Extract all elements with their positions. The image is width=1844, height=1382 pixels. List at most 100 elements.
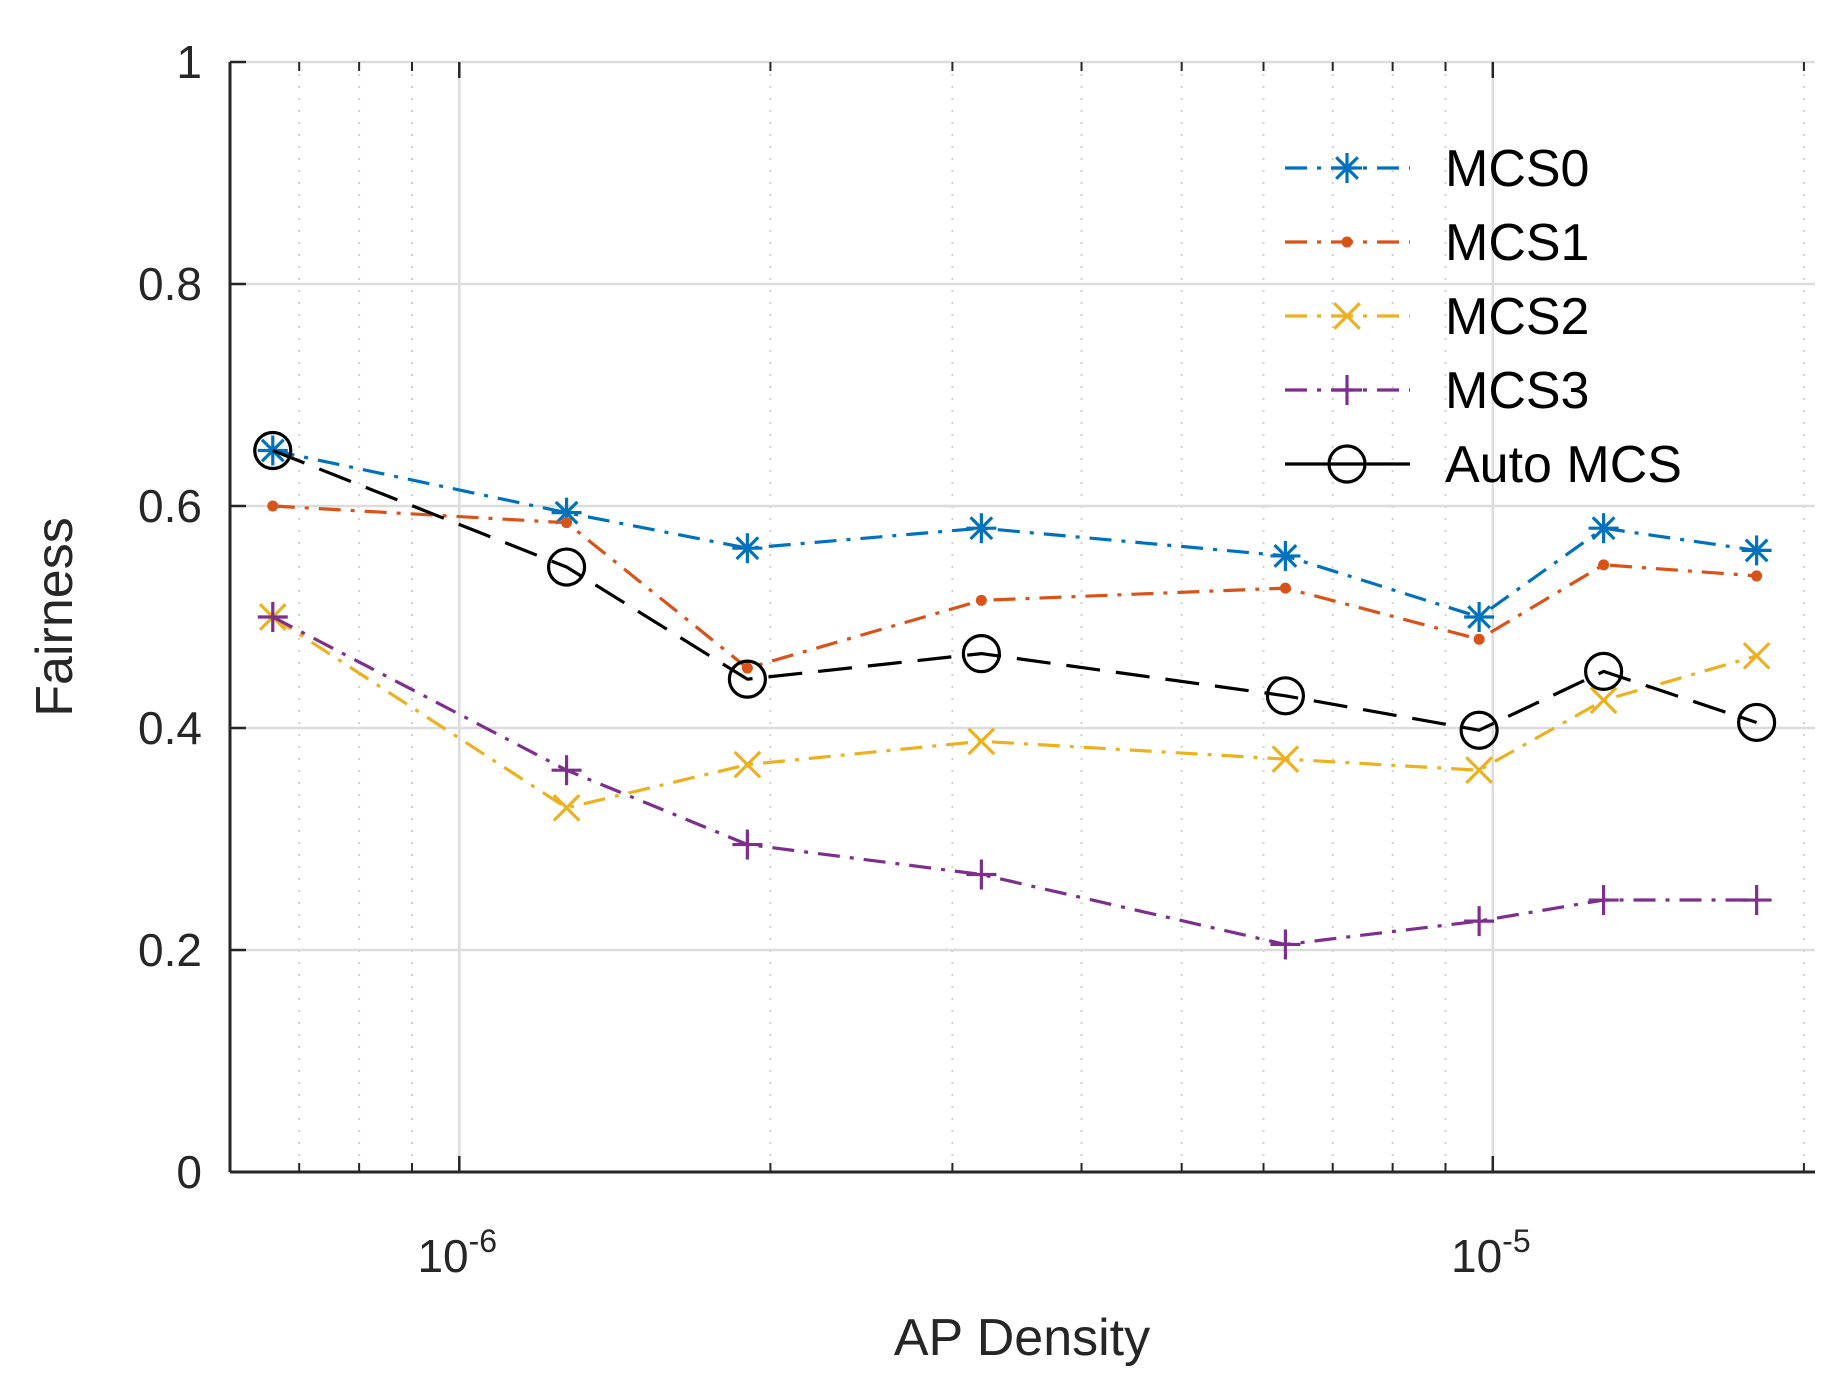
point-mcs1 xyxy=(1279,582,1291,594)
point-mcs0 xyxy=(966,513,997,544)
marker-dot xyxy=(1598,559,1610,571)
series-mcs3 xyxy=(257,602,1772,960)
marker-stroke xyxy=(733,750,762,779)
marker-stroke xyxy=(552,794,581,822)
point-auto-mcs xyxy=(1737,702,1777,743)
legend-label-auto-mcs: Auto MCS xyxy=(1445,436,1682,494)
point-mcs3 xyxy=(1464,906,1495,937)
legend-item-mcs2: MCS2 xyxy=(1285,288,1589,346)
legend-item-mcs1: MCS1 xyxy=(1285,214,1589,272)
legend-marker-mcs1 xyxy=(1341,236,1353,248)
y-axis-title: Fairness xyxy=(26,517,84,716)
marker-stroke xyxy=(1335,156,1359,180)
x-tick-label: 10-6 xyxy=(417,1223,497,1282)
marker-circle xyxy=(546,547,587,587)
y-tick-label: 1 xyxy=(176,36,202,88)
point-mcs2 xyxy=(1271,745,1300,773)
point-mcs2 xyxy=(1742,641,1771,670)
point-mcs3 xyxy=(732,829,763,860)
marker-stroke xyxy=(1744,538,1769,563)
point-mcs1 xyxy=(975,594,987,606)
point-mcs2 xyxy=(967,727,996,756)
marker-stroke xyxy=(967,727,996,756)
marker-stroke xyxy=(1465,756,1494,785)
x-axis-title: AP Density xyxy=(894,1309,1150,1367)
point-mcs1 xyxy=(561,517,573,529)
marker-circle xyxy=(253,430,293,471)
point-auto-mcs xyxy=(727,659,767,699)
point-mcs2 xyxy=(1589,686,1618,715)
legend-label-mcs3: MCS3 xyxy=(1445,362,1589,420)
marker-stroke xyxy=(735,536,760,561)
series-mcs1 xyxy=(267,500,1763,674)
legend: MCS0 MCS1 MCS2 MCS3 Auto MCS xyxy=(1285,140,1682,494)
marker-stroke xyxy=(1589,686,1618,715)
axes: 10-6 10-5 0 0.2 0.4 0.6 0.8 1 xyxy=(138,36,1815,1282)
marker-stroke xyxy=(1467,605,1492,629)
marker-dot xyxy=(741,662,753,674)
legend-item-mcs3: MCS3 xyxy=(1285,362,1589,420)
legend-marker-mcs3 xyxy=(1332,375,1362,405)
point-auto-mcs xyxy=(546,547,587,587)
marker-circle xyxy=(1327,444,1367,484)
marker-circle xyxy=(1459,710,1499,750)
y-tick-label: 0.2 xyxy=(138,924,202,976)
point-mcs3 xyxy=(1588,885,1619,916)
marker-stroke xyxy=(554,500,579,525)
point-mcs2 xyxy=(733,750,762,779)
minor-grid xyxy=(298,62,1805,1172)
point-mcs3 xyxy=(1741,885,1772,916)
series-line-mcs1 xyxy=(272,504,1757,670)
marker-stroke xyxy=(1273,544,1298,568)
point-mcs1 xyxy=(741,662,753,674)
y-tick-label: 0.8 xyxy=(138,258,202,310)
marker-circle xyxy=(1737,702,1777,743)
point-mcs1 xyxy=(1598,559,1610,571)
marker-dot xyxy=(975,594,987,606)
marker-dot xyxy=(1279,582,1291,594)
point-mcs0 xyxy=(1588,513,1619,544)
series-mcs2 xyxy=(258,603,1771,822)
legend-item-auto-mcs: Auto MCS xyxy=(1285,436,1682,494)
point-mcs3 xyxy=(966,859,997,890)
marker-dot xyxy=(267,500,279,512)
series-line-auto-mcs xyxy=(272,449,1758,732)
marker-dot xyxy=(1341,236,1353,248)
point-auto-mcs xyxy=(1459,710,1499,750)
marker-stroke xyxy=(1591,516,1616,541)
marker-circle xyxy=(961,634,1001,674)
point-mcs1 xyxy=(1473,633,1485,645)
point-mcs0 xyxy=(257,435,288,466)
point-auto-mcs xyxy=(1584,651,1624,691)
point-mcs3 xyxy=(1270,929,1301,960)
marker-stroke xyxy=(969,516,994,541)
marker-circle xyxy=(1584,651,1624,691)
series-auto-mcs xyxy=(253,430,1777,750)
point-mcs0 xyxy=(732,533,763,564)
marker-stroke xyxy=(1271,745,1300,773)
legend-marker-mcs2 xyxy=(1333,302,1361,330)
legend-label-mcs0: MCS0 xyxy=(1445,140,1589,198)
point-mcs1 xyxy=(1751,570,1763,582)
point-mcs0 xyxy=(1464,602,1495,632)
x-tick-label: 10-5 xyxy=(1451,1223,1531,1282)
point-mcs1 xyxy=(267,500,279,512)
marker-circle xyxy=(1265,676,1306,716)
marker-stroke xyxy=(1333,302,1361,330)
point-mcs3 xyxy=(551,755,582,786)
point-auto-mcs xyxy=(961,634,1001,674)
marker-dot xyxy=(1473,633,1485,645)
point-mcs2 xyxy=(552,794,581,822)
point-mcs2 xyxy=(1465,756,1494,785)
marker-stroke xyxy=(260,438,285,463)
marker-circle xyxy=(727,659,767,699)
series-line-mcs2 xyxy=(271,615,1758,810)
point-auto-mcs xyxy=(1265,676,1306,716)
legend-marker-auto-mcs xyxy=(1327,444,1367,484)
y-tick-label: 0 xyxy=(176,1146,202,1198)
marker-dot xyxy=(1751,570,1763,582)
legend-label-mcs2: MCS2 xyxy=(1445,288,1589,346)
y-tick-label: 0.6 xyxy=(138,480,202,532)
legend-item-mcs0: MCS0 xyxy=(1285,140,1589,198)
